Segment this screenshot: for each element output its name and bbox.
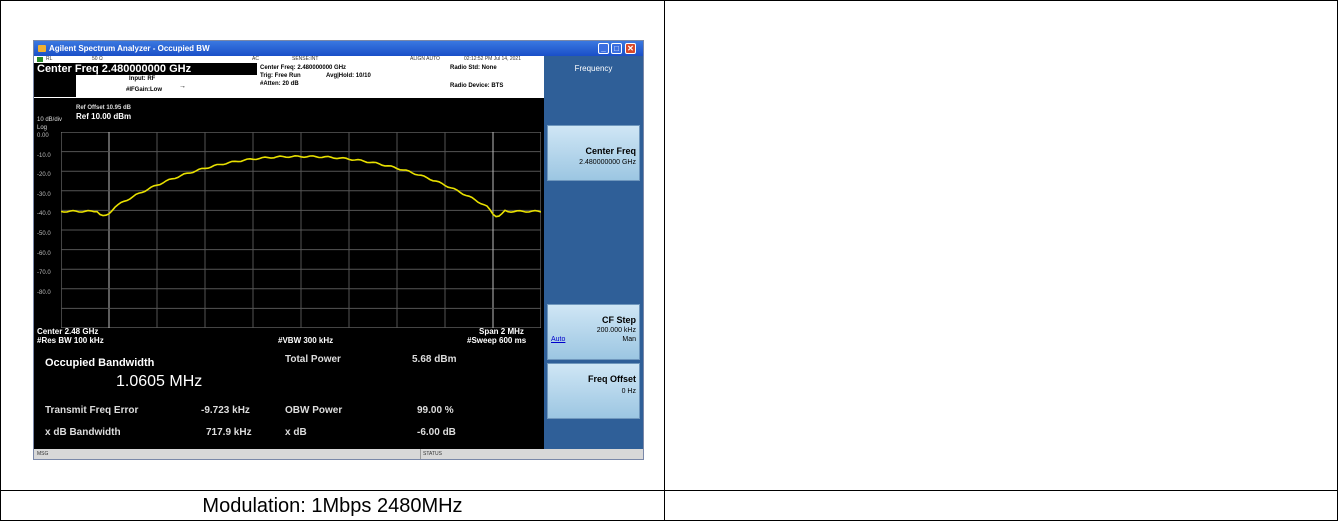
table-top-border [0,0,1338,1]
cf-step-softkey-label: CF Step [601,315,636,325]
total-power-value: 5.68 dBm [412,354,457,365]
y-tick-label: -80.0 [37,289,51,296]
status-bar: MSG STATUS [34,449,643,459]
figure-caption: Modulation: 1Mbps 2480MHz [202,495,463,517]
maximize-button[interactable]: □ [611,43,622,54]
xdb-bw-label: x dB Bandwidth [45,427,121,438]
xdb-label: x dB [285,427,307,438]
scale-label: 10 dB/div [37,117,63,123]
xdb-bw-value: 717.9 kHz [206,427,252,438]
y-tick-label: -30.0 [37,191,51,198]
ref-offset-label: Ref Offset 10.95 dB [76,105,132,111]
sense-label: SENSE:INT [292,56,319,62]
table-column-divider [664,0,665,521]
tx-freq-error-value: -9.723 kHz [201,405,250,416]
avg-hold-label: Avg|Hold: 10/10 [326,73,371,79]
freq-offset-softkey-value: 0 Hz [621,388,636,395]
status-divider [420,449,421,459]
freq-offset-softkey[interactable]: Freq Offset 0 Hz [547,363,640,419]
softkey-panel: Frequency Center Freq 2.480000000 GHz CF… [544,56,643,449]
measurement-header: Center Freq 2.480000000 GHz Input: RF #I… [34,63,544,98]
y-tick-label: 0.00 [37,133,49,139]
y-tick-label: -40.0 [37,211,51,218]
coupling-label: AC [252,56,259,62]
header-black-block [34,75,76,97]
table-row-divider [0,490,1338,491]
spectrum-analyzer-window: Agilent Spectrum Analyzer - Occupied BW … [33,40,644,460]
window-titlebar: Agilent Spectrum Analyzer - Occupied BW … [34,41,643,56]
y-tick-label: -20.0 [37,172,51,179]
y-tick-label: -50.0 [37,231,51,237]
atten-label: #Atten: 20 dB [260,81,299,87]
total-power-label: Total Power [285,354,341,365]
impedance-label: 50 Ω [92,56,103,62]
cf-step-auto-option[interactable]: Auto [551,336,566,343]
cf-step-softkey[interactable]: CF Step 200.000 kHz Auto Man [547,304,640,360]
trig-label: Trig: Free Run [260,73,301,79]
cf-step-softkey-value: 200.000 kHz [596,327,636,334]
y-tick-label: -10.0 [37,152,51,159]
y-tick-label: -70.0 [37,270,51,277]
xdb-value: -6.00 dB [417,427,456,438]
panel-title: Frequency [574,64,613,73]
log-label: Log [37,125,48,131]
center-freq-readout[interactable]: Center Freq 2.480000000 GHz [34,63,257,75]
vbw-label: #VBW 300 kHz [278,336,334,345]
occupied-bw-value: 1.0605 MHz [116,373,203,390]
span-label: Span 2 MHz [479,327,524,336]
sweep-label: #Sweep 600 ms [467,336,527,345]
obw-power-label: OBW Power [285,405,343,416]
rl-label: RL [46,56,53,62]
app-icon [38,45,46,52]
close-button[interactable]: ✕ [625,43,636,54]
status-label: STATUS [423,451,442,457]
align-label: ALIGN AUTO [410,56,440,62]
datetime-label: 02:12:52 PM Jul 14, 2021 [464,56,521,62]
freq-offset-softkey-label: Freq Offset [587,374,636,384]
spectrum-trace [61,154,541,218]
y-tick-label: -60.0 [37,250,51,257]
cf-step-man-option[interactable]: Man [622,336,636,343]
ref-level-label: Ref 10.00 dBm [76,112,132,121]
results-panel: Occupied Bandwidth 1.0605 MHz Total Powe… [34,346,544,449]
center-freq-small-label: Center Freq: 2.480000000 GHz [260,65,347,71]
msg-label: MSG [37,451,49,457]
res-bw-label: #Res BW 100 kHz [37,336,104,345]
trace-display: Ref Offset 10.95 dB 10 dB/div Ref 10.00 … [34,98,544,346]
tx-freq-error-label: Transmit Freq Error [45,405,139,416]
if-gain-label: #IFGain:Low [126,87,162,93]
minimize-button[interactable]: _ [598,43,609,54]
center-freq-softkey[interactable]: Center Freq 2.480000000 GHz [547,125,640,181]
center-freq-softkey-value: 2.480000000 GHz [579,159,636,166]
radio-device-label: Radio Device: BTS [450,83,504,89]
center-label: Center 2.48 GHz [37,327,99,336]
plot-grid [61,132,541,328]
occupied-bw-label: Occupied Bandwidth [45,357,155,369]
input-label: Input: RF [129,76,156,82]
center-freq-softkey-label: Center Freq [585,146,636,156]
window-title: Agilent Spectrum Analyzer - Occupied BW [49,44,210,53]
table-left-border [0,0,1,521]
rl-indicator-icon [37,57,43,62]
spectrum-plot [61,132,541,328]
radio-std-label: Radio Std: None [450,65,497,71]
status-line: RL 50 Ω AC SENSE:INT ALIGN AUTO 02:12:52… [34,56,544,63]
obw-power-value: 99.00 % [417,405,454,416]
trigger-arrow-icon: → [179,83,186,90]
